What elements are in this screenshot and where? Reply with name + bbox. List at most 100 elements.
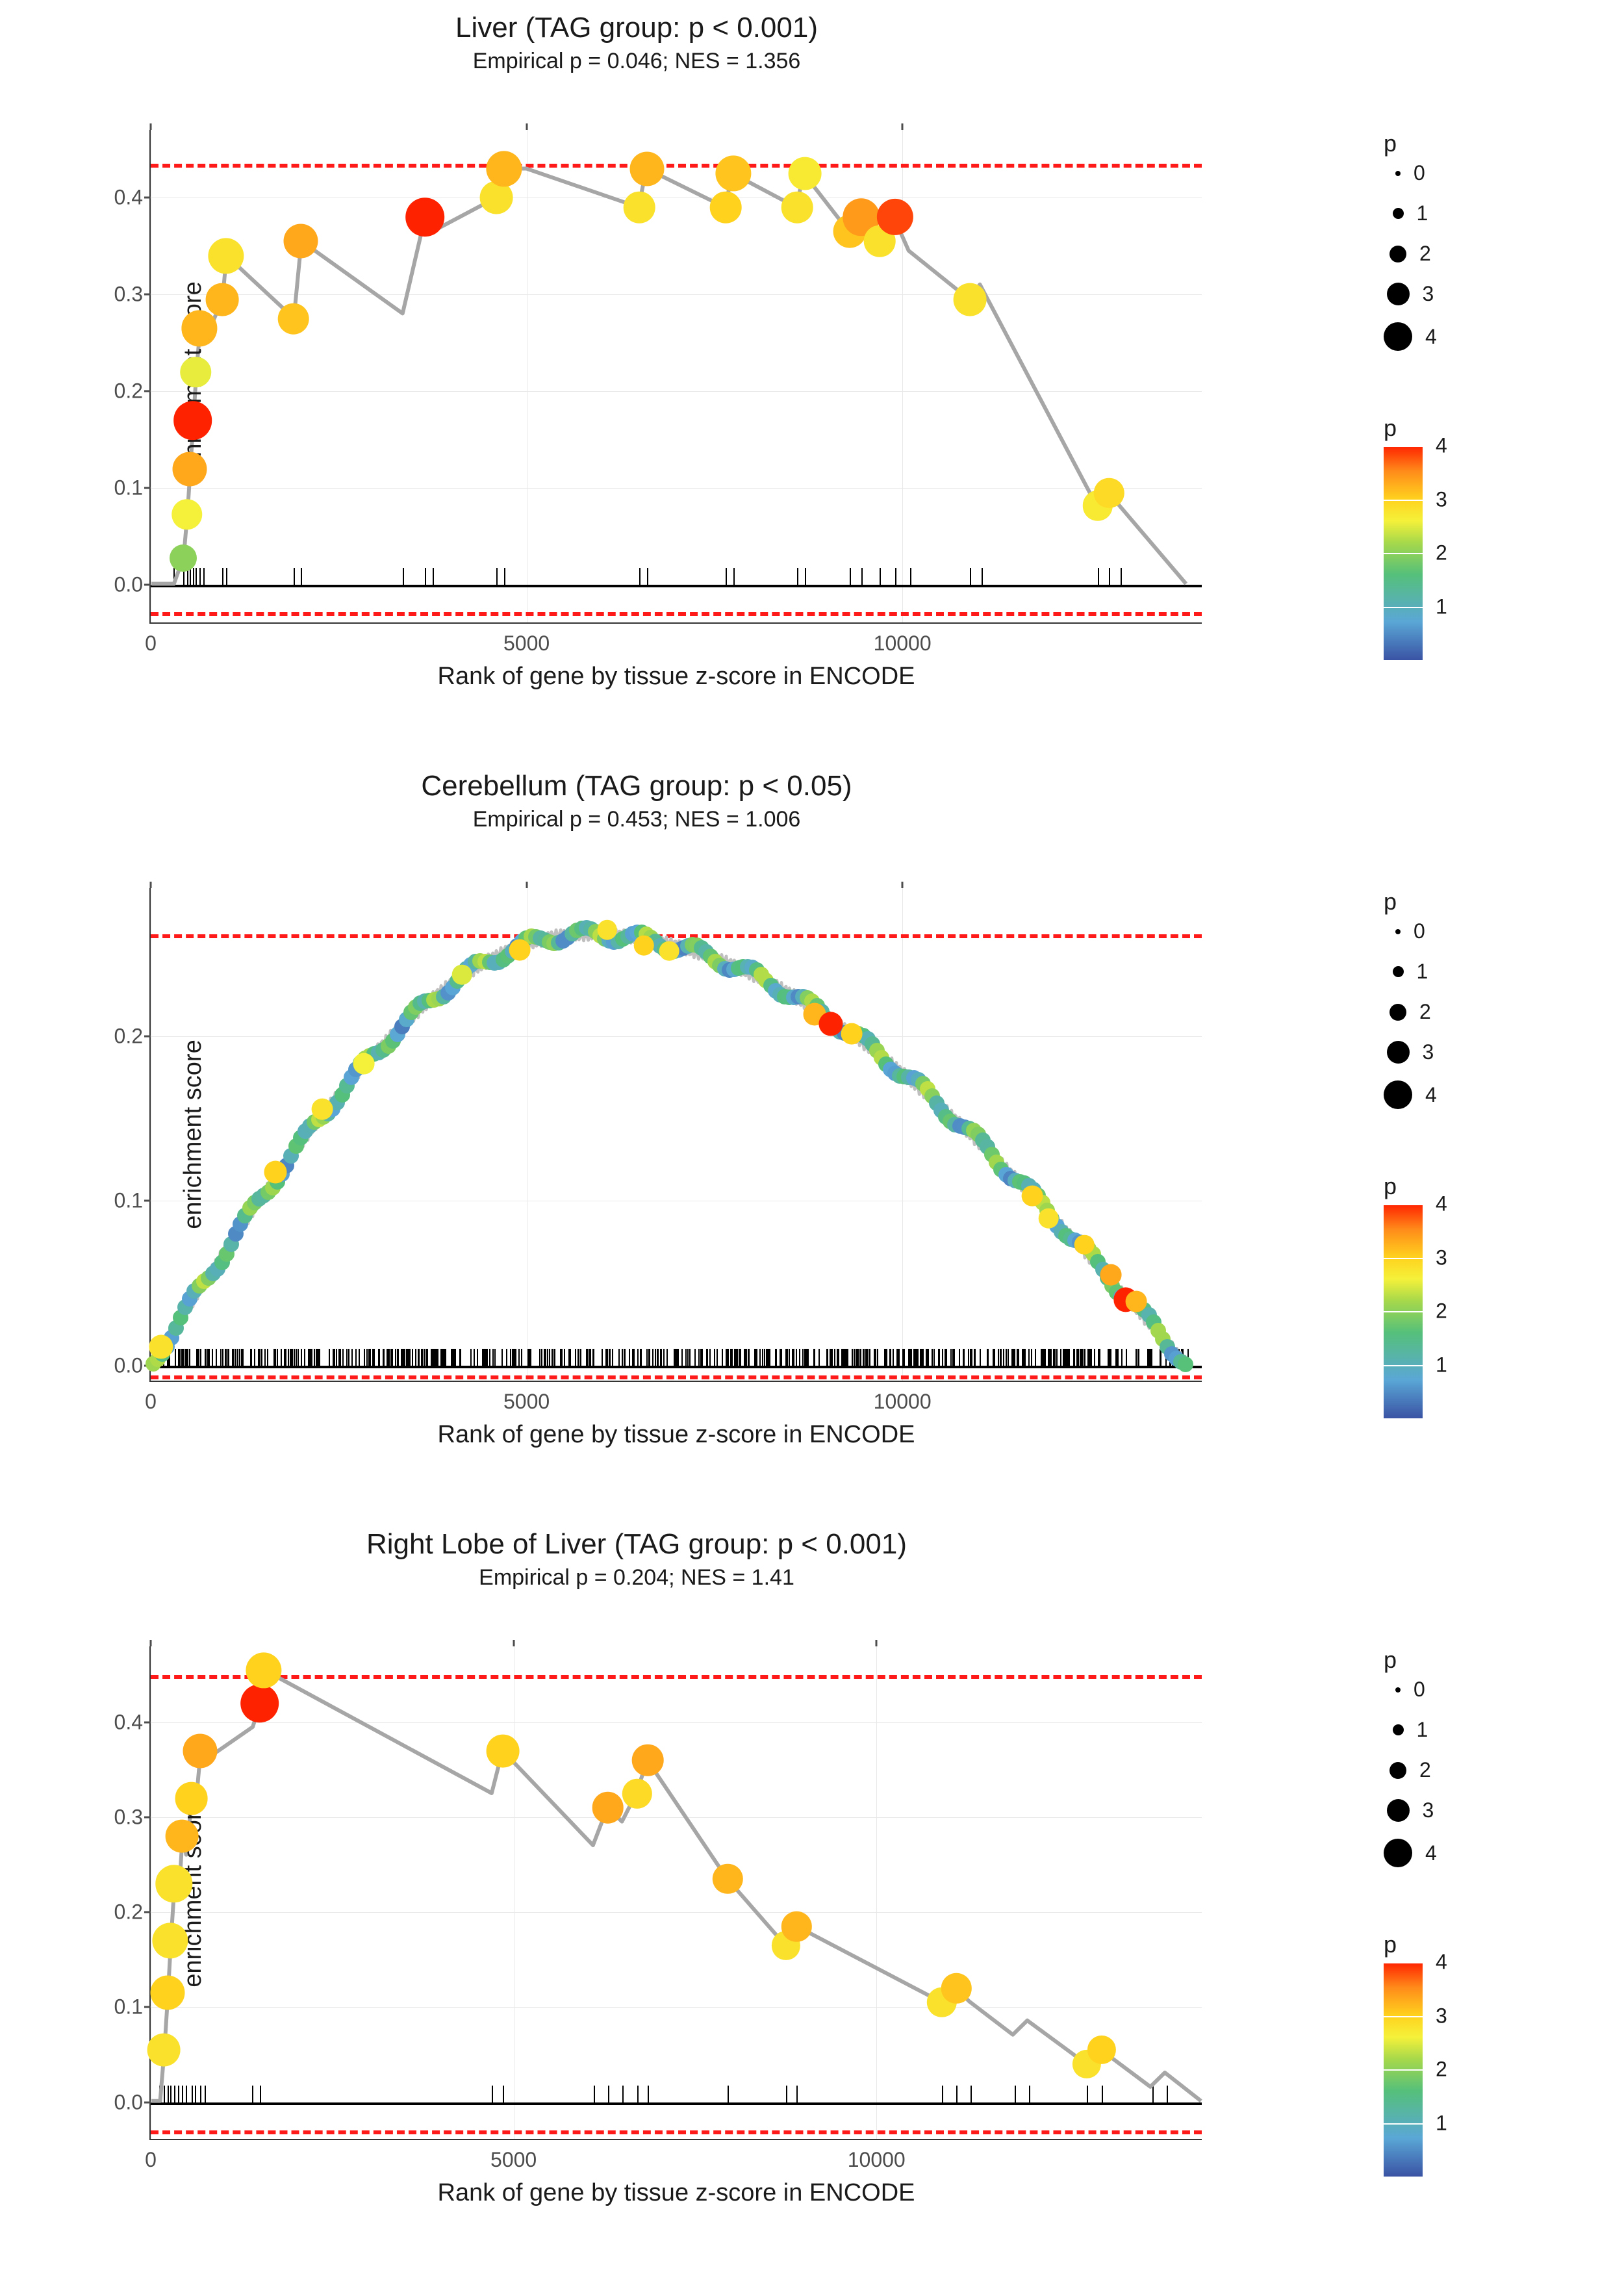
enrichment-point[interactable]	[173, 401, 212, 440]
enrichment-point[interactable]	[1039, 1208, 1059, 1229]
ytick-label: 0.1	[114, 1189, 143, 1213]
enrichment-point[interactable]	[1022, 1185, 1043, 1207]
enrichment-point[interactable]	[166, 1820, 199, 1853]
enrichment-point[interactable]	[452, 965, 472, 985]
enrichment-point[interactable]	[1178, 1357, 1193, 1372]
enrichment-point[interactable]	[240, 1684, 279, 1723]
legend-size-dot-4	[1384, 322, 1412, 351]
ytick-label: 0.2	[114, 1900, 143, 1924]
ytick-label: 0.3	[114, 1806, 143, 1830]
legend-size-dot-2	[1389, 246, 1406, 262]
enrichment-point[interactable]	[173, 452, 207, 486]
panel-title-cerebellum: Cerebellum (TAG group: p < 0.05)	[0, 770, 1273, 802]
legend-color-label-1: 1	[1436, 2111, 1447, 2135]
legend-size-label-2: 2	[1419, 1758, 1431, 1782]
legend-size-title-liver: p	[1384, 130, 1566, 157]
panel-title-right_lobe: Right Lobe of Liver (TAG group: p < 0.00…	[0, 1528, 1273, 1561]
enrichment-point[interactable]	[788, 157, 821, 190]
legend-size-dot-1	[1393, 208, 1404, 219]
enrichment-point[interactable]	[1126, 1291, 1147, 1312]
legend-size-dot-0	[1395, 171, 1401, 176]
enrichment-point[interactable]	[170, 544, 197, 572]
enrichment-point[interactable]	[634, 936, 654, 956]
ytick-mark	[144, 1200, 151, 1202]
enrichment-point[interactable]	[781, 192, 813, 224]
ytick-mark	[144, 390, 151, 392]
ytick-mark	[144, 1817, 151, 1819]
enrichment-point[interactable]	[147, 2034, 181, 2067]
ytick-mark	[144, 487, 151, 489]
enrichment-point[interactable]	[153, 1923, 188, 1958]
xtick-mark	[150, 123, 152, 130]
legend-color-tick-3	[1384, 1258, 1429, 1259]
ytick-label: 0.2	[114, 1025, 143, 1049]
enrichment-point[interactable]	[278, 303, 310, 335]
enrichment-point[interactable]	[183, 1733, 217, 1768]
legend-size-label-1: 1	[1417, 960, 1428, 984]
legend-color-block-cerebellum: 1234	[1384, 1204, 1566, 1418]
enrichment-point[interactable]	[632, 1744, 664, 1776]
legend-column-right_lobe: p01234p1234	[1384, 1646, 1566, 2177]
legend-color-label-2: 2	[1436, 2058, 1447, 2082]
xtick-mark	[902, 882, 904, 888]
legend-size-label-2: 2	[1419, 242, 1431, 266]
enrichment-point[interactable]	[629, 151, 664, 186]
enrichment-point[interactable]	[486, 1734, 519, 1767]
x-axis-title-liver: Rank of gene by tissue z-score in ENCODE	[438, 663, 915, 691]
enrichment-point[interactable]	[1087, 2036, 1115, 2064]
enrichment-point[interactable]	[486, 151, 522, 186]
legend-column-cerebellum: p01234p1234	[1384, 888, 1566, 1418]
enrichment-point[interactable]	[715, 155, 751, 191]
enrichment-point[interactable]	[1074, 1234, 1095, 1255]
enrichment-point[interactable]	[353, 1053, 375, 1074]
legend-color-gradient-cerebellum: 1234	[1384, 1204, 1423, 1418]
enrichment-point[interactable]	[208, 238, 244, 274]
xtick-mark	[902, 123, 904, 130]
enrichment-point[interactable]	[406, 198, 445, 236]
gsea-enrichment-plots: Liver (TAG group: p < 0.001) Empirical p …	[0, 0, 1624, 2274]
ytick-label: 0.1	[114, 476, 143, 500]
ytick-label: 0.0	[114, 573, 143, 597]
enrichment-point[interactable]	[264, 1160, 286, 1183]
enrichment-point[interactable]	[182, 311, 218, 346]
enrichment-point[interactable]	[710, 192, 742, 224]
ytick-label: 0.4	[114, 1710, 143, 1734]
enrichment-point[interactable]	[659, 941, 679, 961]
ytick-mark	[144, 294, 151, 296]
enrichment-point[interactable]	[175, 1782, 208, 1815]
legend-color-tick-1	[1384, 2123, 1429, 2125]
enrichment-point[interactable]	[954, 283, 987, 316]
enrichment-point[interactable]	[597, 920, 617, 940]
enrichment-point[interactable]	[312, 1099, 333, 1120]
xtick-label: 0	[145, 1390, 157, 1414]
ytick-mark	[144, 1721, 151, 1723]
enrichment-point[interactable]	[592, 1792, 624, 1824]
enrichment-point[interactable]	[509, 939, 530, 961]
legend-size-label-0: 0	[1414, 161, 1425, 185]
ytick-label: 0.0	[114, 2090, 143, 2114]
panel-subtitle-cerebellum: Empirical p = 0.453; NES = 1.006	[0, 807, 1273, 832]
enrichment-point[interactable]	[246, 1652, 282, 1688]
enrichment-point[interactable]	[624, 192, 655, 224]
ytick-label: 0.0	[114, 1353, 143, 1377]
enrichment-point[interactable]	[206, 283, 239, 316]
ytick-mark	[144, 1911, 151, 1913]
legend-size-label-1: 1	[1417, 201, 1428, 225]
panel-subtitle-liver: Empirical p = 0.046; NES = 1.356	[0, 49, 1273, 74]
enrichment-point[interactable]	[150, 1976, 184, 2010]
xtick-mark	[526, 123, 527, 130]
legend-color-block-liver: 1234	[1384, 446, 1566, 660]
enrichment-point[interactable]	[841, 1023, 862, 1044]
enrichment-point[interactable]	[480, 181, 513, 214]
legend-size-label-3: 3	[1423, 282, 1434, 306]
enrichment-point[interactable]	[181, 357, 212, 388]
xtick-label: 5000	[490, 2148, 537, 2172]
legend-color-tick-4	[1384, 1962, 1429, 1963]
enrichment-point[interactable]	[1100, 1264, 1122, 1285]
xtick-mark	[150, 882, 152, 888]
enrichment-point[interactable]	[284, 224, 318, 259]
enrichment-point[interactable]	[171, 499, 203, 530]
plot-area-cerebellum: 0.0 0.1 0.2 0 5000 10000 Rank of gene by tissu…	[149, 888, 1202, 1382]
xtick-mark	[513, 1640, 514, 1646]
ytick-mark	[144, 2006, 151, 2008]
